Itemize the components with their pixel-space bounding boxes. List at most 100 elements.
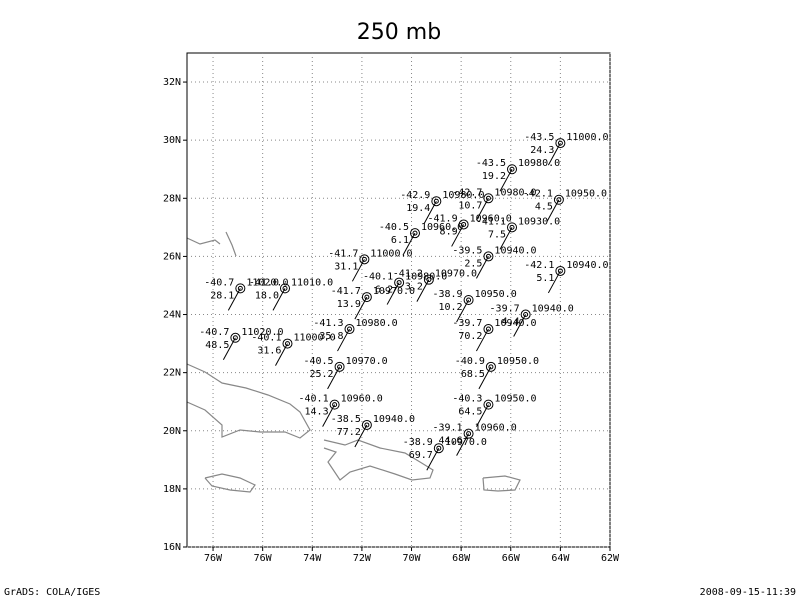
florida-coast (186, 237, 221, 245)
station-dew: 2.5 (464, 258, 482, 269)
station-dot (412, 230, 418, 236)
station-dew: 3.2 (405, 282, 423, 293)
station-temp: -41.0 (249, 277, 279, 288)
station-height: 10940.0 (494, 245, 536, 256)
lon-tick-label: 76W (204, 553, 223, 564)
station-height: 10960.0 (470, 213, 512, 224)
station-temp: -39.7 (490, 304, 520, 315)
station-dew: 25.2 (309, 369, 333, 380)
station-temp: -40.5 (379, 222, 409, 233)
station-height: 10980.0 (356, 318, 398, 329)
station-dot (332, 402, 338, 408)
station-dot (557, 140, 563, 146)
station-dot (337, 364, 343, 370)
lat-tick-label: 22N (163, 368, 181, 379)
station-ring (507, 222, 518, 233)
station-dew: 35.8 (319, 331, 343, 342)
footer-left: GrADS: COLA/IGES (4, 587, 100, 598)
station-dew: 64.5 (458, 407, 482, 418)
station-dot (485, 326, 491, 332)
station-height: 11000.0 (293, 333, 335, 344)
station-ring (555, 265, 566, 276)
station-temp: -40.7 (199, 327, 229, 338)
station-dot (485, 402, 491, 408)
station-temp: -42.1 (524, 260, 554, 271)
station-height: 10950.0 (475, 289, 517, 300)
station-ring (520, 309, 531, 320)
station-temp: -41.3 (313, 318, 343, 329)
station-temp: -42.9 (400, 190, 430, 201)
station-dot (364, 294, 370, 300)
station-temp: -42.1 (523, 189, 553, 200)
station-height: 10970.0 (373, 286, 415, 297)
station-dew: 10.2 (438, 302, 462, 313)
station-dew: 8.9 (440, 226, 458, 237)
station-ring (361, 419, 372, 430)
station-ring (458, 219, 469, 230)
station-height: 10950.0 (497, 356, 539, 367)
station-dew: 5.1 (536, 273, 554, 284)
station-ring (279, 283, 290, 294)
station-ring (553, 194, 564, 205)
station-ring (394, 277, 405, 288)
station-temp: -40.3 (452, 394, 482, 405)
station-temp: -40.1 (299, 394, 329, 405)
station-dew: 4.4 (502, 317, 520, 328)
station-height: 10980.0 (405, 272, 447, 283)
station-dot (433, 198, 439, 204)
station-dew: 28.1 (210, 290, 234, 301)
station-ring (483, 399, 494, 410)
station-height: 10960.0 (475, 423, 517, 434)
jamaica-coast (204, 473, 256, 493)
station-dew: 44.6 (438, 436, 462, 447)
station-dot (488, 364, 494, 370)
station-temp: -39.5 (452, 245, 482, 256)
lon-tick-label: 70W (402, 553, 421, 564)
lon-tick-label: 64W (551, 553, 570, 564)
station-dot (509, 166, 515, 172)
station-temp: -41.7 (331, 286, 361, 297)
puerto-rico-coast (482, 475, 521, 492)
station-ring (344, 324, 355, 335)
station-dew: 69.7 (409, 450, 433, 461)
station-dew: 68.5 (461, 369, 485, 380)
station-dot (347, 326, 353, 332)
station-temp: -40.9 (455, 356, 485, 367)
florida-coast (225, 231, 237, 257)
station-temp: -40.1 (251, 333, 281, 344)
station-temp: -38.9 (403, 437, 433, 448)
station-temp: -40.7 (204, 277, 234, 288)
station-dew: 14.3 (305, 407, 329, 418)
station-dot (426, 277, 432, 283)
lon-tick-label: 66W (502, 553, 521, 564)
cuba-coast (186, 363, 311, 439)
station-dew: 18.0 (255, 290, 279, 301)
station-height: 10960.0 (341, 394, 383, 405)
lat-tick-label: 20N (163, 426, 181, 437)
station-dot (364, 422, 370, 428)
station-dot (461, 221, 467, 227)
station-height: 11000.0 (566, 132, 608, 143)
station-height: 11010.0 (291, 277, 333, 288)
station-ring (423, 274, 434, 285)
station-dot (557, 268, 563, 274)
lat-tick-label: 28N (163, 193, 181, 204)
station-height: 11000.0 (370, 248, 412, 259)
station-temp: -39.7 (452, 318, 482, 329)
station-ring (463, 295, 474, 305)
station-height: 10950.0 (494, 394, 536, 405)
station-ring (334, 361, 345, 372)
station-ring (431, 196, 442, 207)
lat-tick-label: 30N (163, 135, 181, 146)
station-dew: 4.5 (535, 202, 553, 213)
station-dew: 48.5 (205, 340, 229, 351)
station-dot (361, 256, 367, 262)
map-frame (186, 52, 611, 548)
station-dew: 31.6 (257, 346, 281, 357)
station-height: 10940.0 (566, 260, 608, 271)
station-ring (361, 292, 372, 303)
lat-tick-label: 18N (163, 484, 181, 495)
station-ring (359, 254, 370, 265)
station-ring (409, 228, 420, 239)
